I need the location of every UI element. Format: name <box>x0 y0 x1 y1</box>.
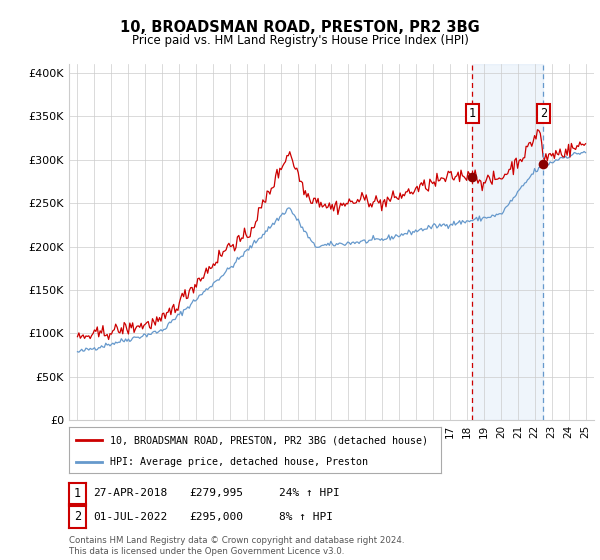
Text: £295,000: £295,000 <box>189 512 243 522</box>
Text: 2: 2 <box>74 510 81 524</box>
Text: £279,995: £279,995 <box>189 488 243 498</box>
Text: 2: 2 <box>539 108 547 120</box>
Text: 10, BROADSMAN ROAD, PRESTON, PR2 3BG (detached house): 10, BROADSMAN ROAD, PRESTON, PR2 3BG (de… <box>110 435 428 445</box>
Bar <box>472 64 543 420</box>
Text: Contains HM Land Registry data © Crown copyright and database right 2024.
This d: Contains HM Land Registry data © Crown c… <box>69 536 404 556</box>
Text: HPI: Average price, detached house, Preston: HPI: Average price, detached house, Pres… <box>110 457 368 466</box>
Text: 10, BROADSMAN ROAD, PRESTON, PR2 3BG: 10, BROADSMAN ROAD, PRESTON, PR2 3BG <box>120 20 480 35</box>
Text: 8% ↑ HPI: 8% ↑ HPI <box>279 512 333 522</box>
Text: 1: 1 <box>74 487 81 500</box>
Text: 01-JUL-2022: 01-JUL-2022 <box>93 512 167 522</box>
Text: 24% ↑ HPI: 24% ↑ HPI <box>279 488 340 498</box>
Text: Price paid vs. HM Land Registry's House Price Index (HPI): Price paid vs. HM Land Registry's House … <box>131 34 469 46</box>
Text: 1: 1 <box>469 108 476 120</box>
Text: 27-APR-2018: 27-APR-2018 <box>93 488 167 498</box>
